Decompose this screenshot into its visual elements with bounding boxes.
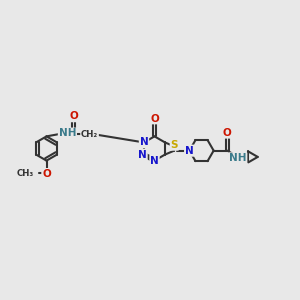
Text: NH: NH (59, 128, 76, 138)
Text: N: N (138, 150, 147, 160)
Text: N: N (140, 137, 148, 147)
Text: N: N (150, 156, 159, 166)
Text: CH₃: CH₃ (16, 169, 34, 178)
Text: N: N (185, 146, 194, 156)
Text: O: O (42, 169, 51, 179)
Text: S: S (170, 140, 178, 150)
Text: CH₂: CH₂ (81, 130, 98, 139)
Text: O: O (150, 113, 159, 124)
Text: O: O (223, 128, 232, 138)
Text: NH: NH (229, 153, 247, 163)
Text: N: N (185, 146, 194, 156)
Text: O: O (69, 111, 78, 122)
